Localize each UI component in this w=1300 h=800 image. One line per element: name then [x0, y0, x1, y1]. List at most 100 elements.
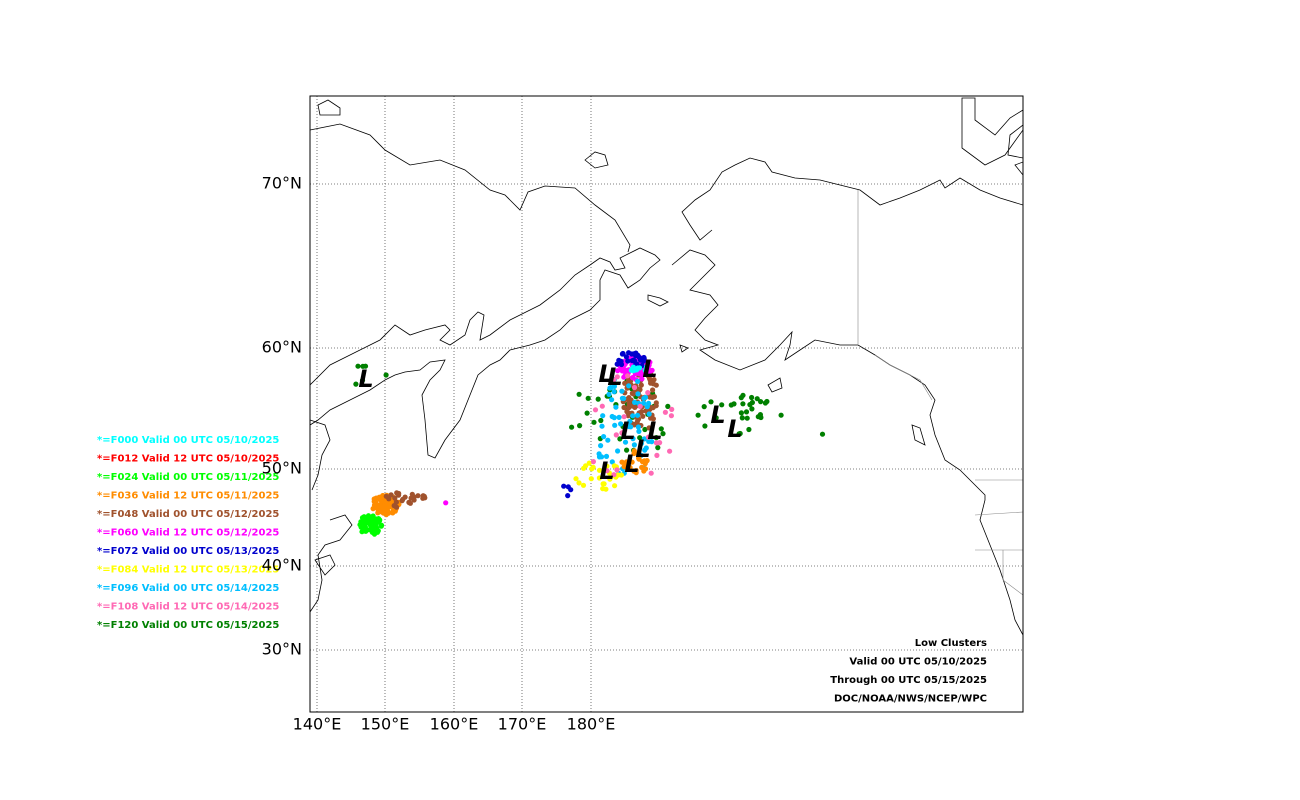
low-point [758, 414, 764, 421]
low-point [662, 409, 669, 415]
low-point [702, 423, 708, 429]
low-point [637, 435, 643, 441]
low-point [561, 483, 567, 489]
asia-coast [310, 247, 661, 459]
low-point [596, 475, 603, 481]
info-line: Low Clusters [915, 638, 987, 649]
legend-entry: *=F012 Valid 12 UTC 05/10/2025 [97, 454, 279, 465]
low-point [622, 439, 629, 445]
low-point [654, 452, 660, 458]
low-point [573, 476, 579, 482]
low-point [615, 448, 621, 454]
graticule [310, 96, 1023, 712]
low-point [743, 409, 750, 415]
low-point [621, 404, 627, 411]
low-point [646, 411, 652, 417]
low-point [611, 472, 617, 478]
low-point [637, 387, 643, 393]
low-point [365, 517, 371, 524]
low-point [569, 424, 575, 430]
low-symbol: L [647, 417, 662, 445]
low-point [653, 400, 659, 406]
low-point [669, 406, 675, 412]
low-point [636, 456, 642, 462]
low-point [604, 463, 610, 469]
lat-label: 70°N [262, 174, 302, 193]
low-point [611, 415, 617, 421]
low-point [598, 417, 604, 424]
low-point [605, 437, 611, 443]
low-point [645, 390, 651, 396]
low-point [420, 495, 426, 501]
low-point [604, 468, 610, 474]
low-point [585, 395, 591, 401]
low-point [740, 392, 746, 398]
low-point [641, 468, 647, 474]
low-point [623, 459, 630, 465]
low-point [708, 399, 714, 405]
low-point [611, 383, 618, 389]
low-point [641, 400, 647, 406]
low-point [619, 351, 626, 357]
low-point [596, 451, 602, 457]
low-point [415, 493, 421, 499]
low-point [371, 519, 377, 525]
lon-label: 170°E [498, 715, 547, 734]
low-point [630, 375, 636, 381]
lat-label: 60°N [262, 338, 302, 357]
low-point [595, 396, 601, 402]
low-point [649, 439, 655, 445]
low-point [603, 453, 610, 459]
low-point [667, 448, 673, 454]
low-point [665, 403, 671, 409]
low-point [384, 507, 390, 513]
low-point [713, 415, 719, 421]
legend-entry: *=F072 Valid 00 UTC 05/13/2025 [97, 546, 279, 557]
low-point [754, 396, 760, 402]
low-point [614, 467, 620, 473]
low-point [402, 494, 408, 500]
low-point [409, 491, 415, 497]
low-point [615, 472, 621, 478]
low-symbol: L [599, 457, 614, 485]
low-point [668, 413, 675, 419]
low-point [369, 529, 375, 535]
low-point [647, 359, 653, 365]
low-point [640, 358, 647, 364]
low-point [358, 519, 364, 525]
legend-entry: *=F108 Valid 12 UTC 05/14/2025 [97, 602, 279, 613]
low-point [619, 388, 625, 394]
low-point [819, 431, 826, 437]
low-point [744, 415, 750, 421]
low-point [596, 467, 603, 473]
low-point [379, 504, 386, 510]
low-symbol: L [607, 363, 622, 391]
low-point [634, 419, 640, 425]
low-point [621, 395, 627, 402]
info-line: DOC/NOAA/NWS/NCEP/WPC [834, 694, 987, 705]
low-point [388, 492, 394, 498]
low-point [586, 460, 592, 466]
low-symbol: L [635, 435, 650, 463]
low-point [634, 367, 640, 373]
low-point [631, 468, 637, 474]
low-point [621, 414, 627, 420]
low-point [655, 445, 661, 451]
lat-label: 50°N [262, 459, 302, 478]
low-point [615, 368, 621, 374]
low-point [634, 412, 641, 418]
low-point [638, 382, 644, 388]
low-point [626, 465, 632, 471]
low-point [695, 412, 701, 418]
low-point [629, 459, 635, 465]
low-point [590, 459, 597, 465]
low-point [362, 363, 369, 369]
low-point [616, 357, 622, 363]
low-point [359, 529, 365, 535]
low-point [736, 431, 742, 437]
low-point [648, 470, 654, 476]
low-point [606, 391, 612, 397]
low-point [749, 394, 755, 401]
